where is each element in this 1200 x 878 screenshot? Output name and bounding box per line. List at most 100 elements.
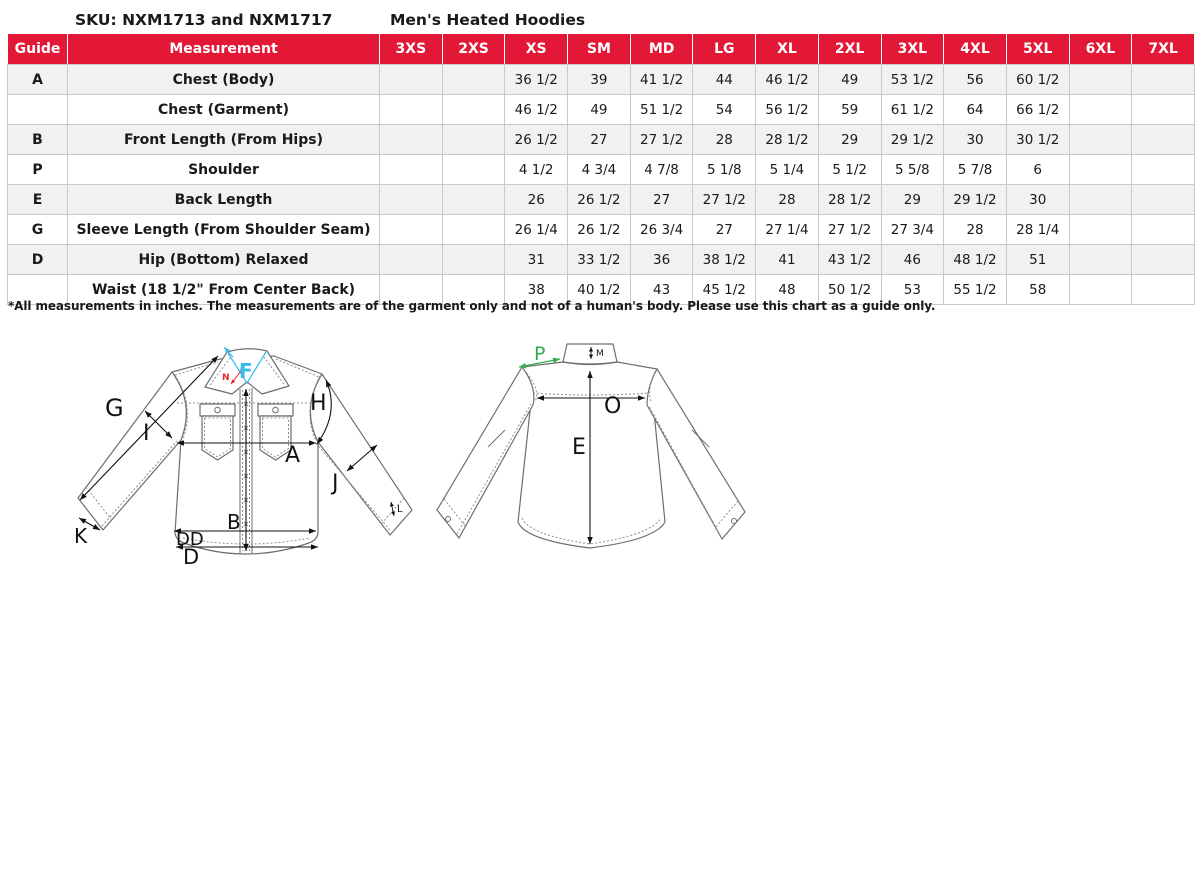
cell-value: 49 [567,94,631,125]
cell-value: 27 [692,214,757,245]
cell-value: 5 5/8 [880,154,945,185]
cell-value: 26 1/4 [504,214,569,245]
cell-value [379,274,443,305]
cell-value [1131,214,1195,245]
cell-guide [7,94,68,125]
cell-value: 48 [755,274,819,305]
label-back-o: O [604,394,621,419]
cell-value: 53 1/2 [880,64,945,95]
table-row: Waist (18 1/2" From Center Back) 38 40 1/2… [7,274,1195,305]
cell-value: 39 [567,64,631,95]
arrow-J-forearm [346,444,378,472]
column-header-6xl: 6XL [1068,33,1133,65]
cell-value: 31 [504,244,569,275]
cell-value [1068,244,1133,275]
cell-guide: A [7,64,68,95]
cell-value: 29 [817,124,882,155]
cell-value: 27 3/4 [880,214,945,245]
cell-value: 48 1/2 [943,244,1007,275]
cell-value: 5 7/8 [943,154,1007,185]
cell-value: 44 [692,64,757,95]
label-back-m: M [596,349,604,359]
cell-measurement: Sleeve Length (From Shoulder Seam) [67,214,380,245]
column-header-xl: XL [755,33,819,65]
cell-value: 45 1/2 [692,274,757,305]
collar-highlight [227,351,267,385]
cell-value: 4 3/4 [567,154,631,185]
cell-value: 56 [943,64,1007,95]
cell-value: 41 [755,244,819,275]
front-shirt-diagram: F N G I H A J B K DD D L [74,346,413,569]
cell-value: 64 [943,94,1007,125]
cell-value: 26 [504,184,569,215]
cell-value [1131,64,1195,95]
column-header-lg: LG [692,33,757,65]
label-front-h: H [310,391,327,416]
cell-value: 66 1/2 [1005,94,1070,125]
footnote: *All measurements in inches. The measure… [8,299,936,313]
sku-title: SKU: NXM1713 and NXM1717 [75,11,333,29]
column-header-2xs: 2XS [441,33,506,65]
cell-guide: D [7,244,68,275]
cell-value [1131,244,1195,275]
cell-value: 43 [629,274,694,305]
label-front-g: G [105,394,124,422]
cell-value: 38 1/2 [692,244,757,275]
label-front-d: D [183,545,199,569]
table-row: G Sleeve Length (From Shoulder Seam) 26 1/… [7,214,1195,245]
product-title: Men's Heated Hoodies [390,11,586,29]
cell-value [441,274,506,305]
cell-value: 28 1/4 [1005,214,1070,245]
cell-value: 51 [1005,244,1070,275]
cell-value: 27 1/2 [692,184,757,215]
cell-value [1131,94,1195,125]
cell-guide: G [7,214,68,245]
table-header-row: Guide Measurement 3XS 2XS XS SM MD LG XL 2XL 3XL 4X… [7,33,1195,65]
cell-value: 50 1/2 [817,274,882,305]
arrow-H-armhole [316,379,332,445]
cell-value [441,214,506,245]
cell-value: 27 1/2 [817,214,882,245]
cell-value [441,124,506,155]
cell-value [1068,94,1133,125]
cell-value: 27 1/2 [629,124,694,155]
cell-value: 46 1/2 [504,94,569,125]
cell-value: 28 [943,214,1007,245]
column-header-xs: XS [504,33,569,65]
back-shirt-diagram: P M O E [436,343,746,549]
cell-value: 26 3/4 [629,214,694,245]
back-left-sleeve [436,366,535,539]
back-collar-band [562,343,618,365]
cell-value: 27 [567,124,631,155]
cell-value [441,184,506,215]
cell-value [1131,184,1195,215]
cell-value [1068,154,1133,185]
table-row: D Hip (Bottom) Relaxed 31 33 1/2 36 38 1/2 41 4… [7,244,1195,275]
arrow-F-collar [223,346,234,358]
cell-value: 38 [504,274,569,305]
front-left-sleeve [77,371,187,531]
table-row: A Chest (Body) 36 1/2 39 41 1/2 44 46 1/2 49 53 … [7,64,1195,95]
cell-value [1068,64,1133,95]
label-front-i: I [143,421,150,446]
cell-value [1131,274,1195,305]
column-header-2xl: 2XL [817,33,882,65]
cell-value [379,154,443,185]
arrow-K-cuff [78,517,101,531]
cell-value: 5 1/8 [692,154,757,185]
cell-value: 27 [629,184,694,215]
label-front-n: N [222,373,230,383]
cell-value: 54 [692,94,757,125]
size-chart-table: Guide Measurement 3XS 2XS XS SM MD LG XL 2XL 3XL 4X… [7,33,1195,305]
cell-measurement: Hip (Bottom) Relaxed [67,244,380,275]
cell-value: 40 1/2 [567,274,631,305]
title-bar: SKU: NXM1713 and NXM1717 Men's Heated Ho… [0,0,1200,33]
cell-value [1068,124,1133,155]
table-row: P Shoulder 4 1/2 4 3/4 4 7/8 5 1/8 5 1/4 5 1/2 5… [7,154,1195,185]
left-chest-pocket [199,403,236,461]
cell-measurement: Front Length (From Hips) [67,124,380,155]
cell-value: 28 1/2 [755,124,819,155]
label-front-b: B [227,510,241,534]
cell-value: 58 [1005,274,1070,305]
